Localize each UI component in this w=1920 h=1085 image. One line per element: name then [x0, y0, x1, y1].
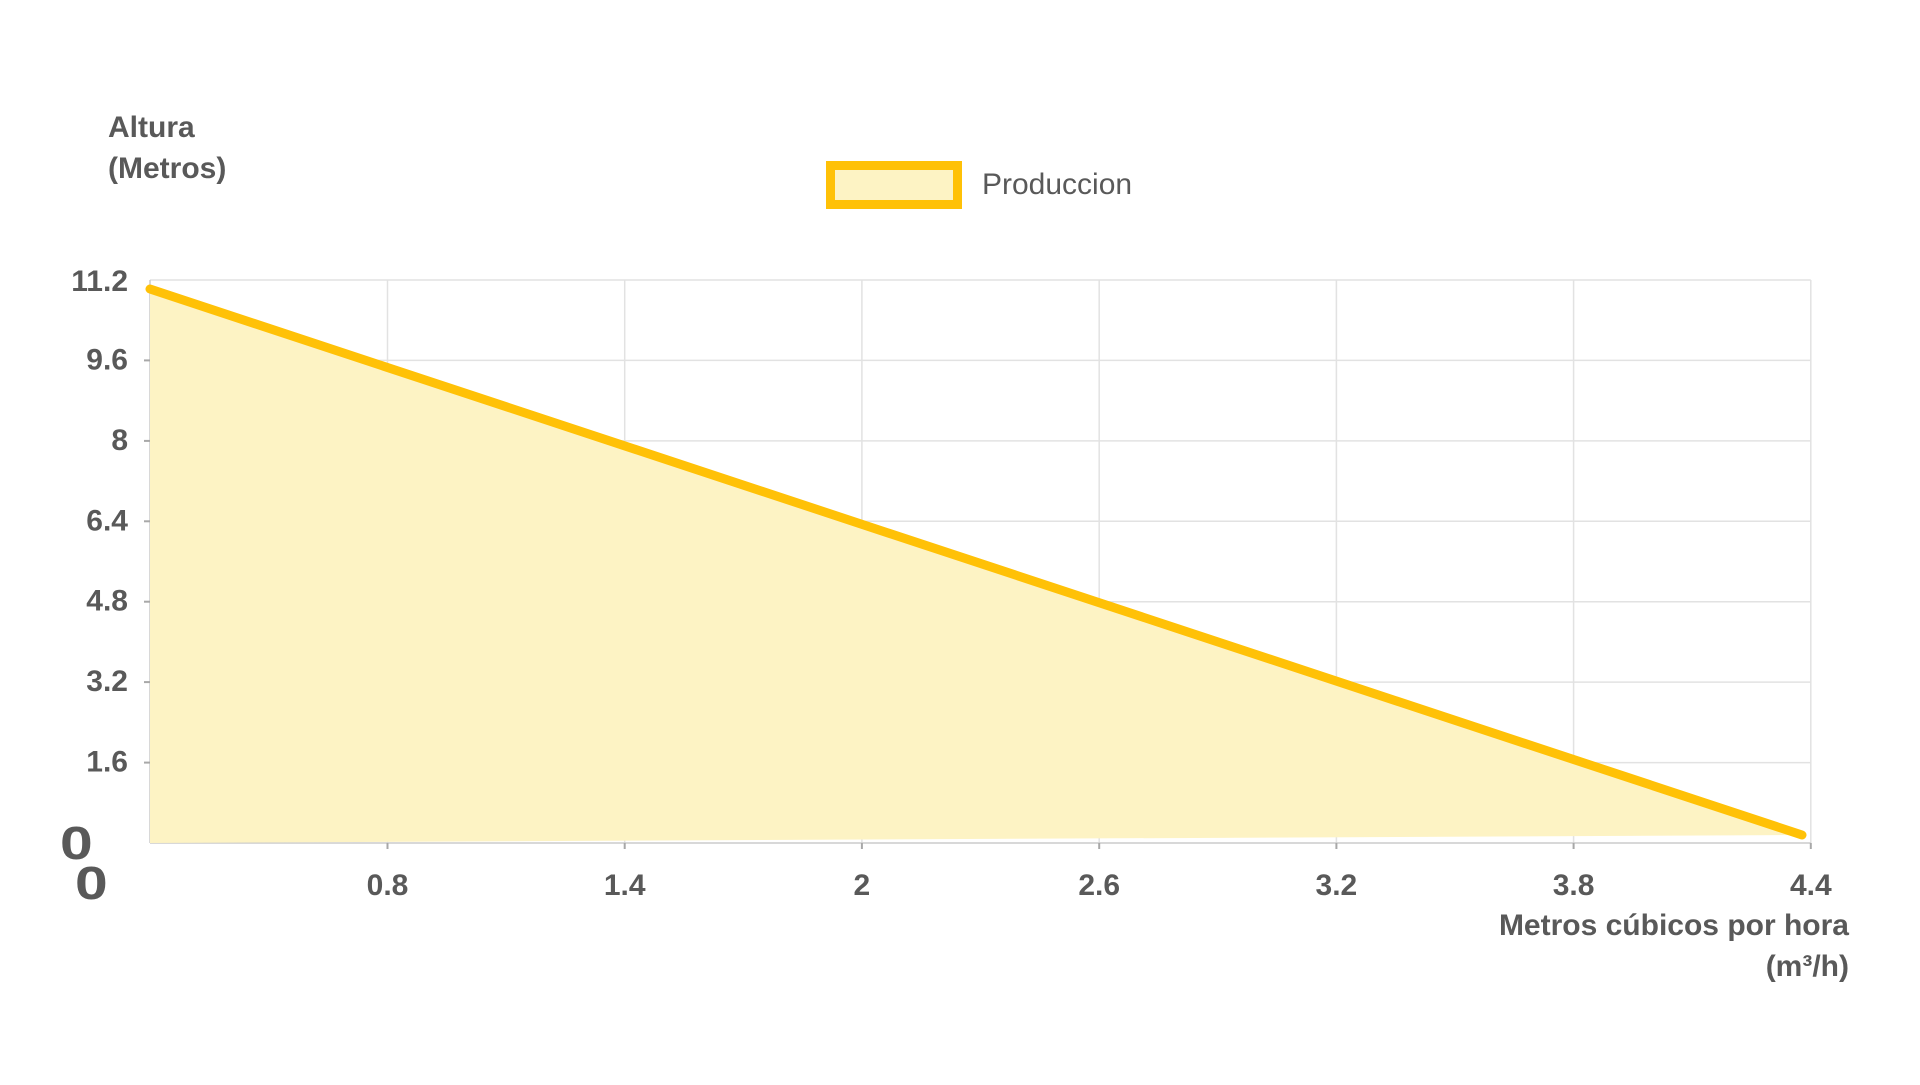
svg-text:3.2: 3.2 — [86, 665, 128, 698]
svg-text:8: 8 — [111, 424, 128, 457]
svg-text:3.8: 3.8 — [1553, 869, 1595, 902]
svg-text:11.2: 11.2 — [71, 265, 128, 298]
svg-text:4.4: 4.4 — [1790, 869, 1832, 902]
svg-text:9.6: 9.6 — [86, 343, 128, 376]
svg-text:0.8: 0.8 — [367, 869, 409, 902]
svg-text:1.6: 1.6 — [86, 746, 128, 779]
svg-text:2: 2 — [854, 869, 871, 902]
svg-text:2.6: 2.6 — [1078, 869, 1120, 902]
svg-text:6.4: 6.4 — [86, 504, 128, 537]
svg-text:4.8: 4.8 — [86, 585, 128, 618]
svg-text:3.2: 3.2 — [1316, 869, 1358, 902]
svg-text:1.4: 1.4 — [604, 869, 646, 902]
